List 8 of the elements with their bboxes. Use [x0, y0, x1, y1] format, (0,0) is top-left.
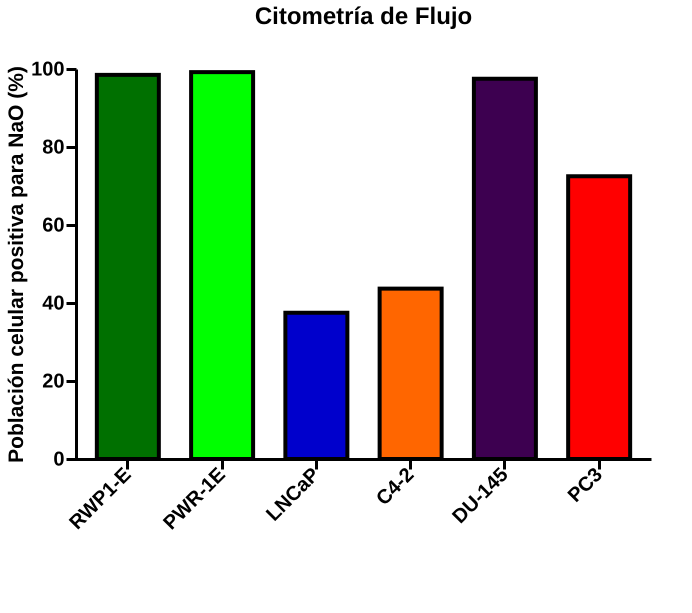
y-tick-label: 100 [31, 58, 64, 80]
chart-title: Citometría de Flujo [254, 3, 472, 30]
y-tick-label: 20 [42, 370, 64, 392]
y-tick-label: 40 [42, 292, 64, 314]
y-axis-title: Población celular positiva para NaO (%) [5, 66, 28, 463]
y-tick-label: 80 [42, 136, 64, 158]
y-tick-label: 60 [42, 214, 64, 236]
y-tick-label: 0 [53, 448, 64, 470]
